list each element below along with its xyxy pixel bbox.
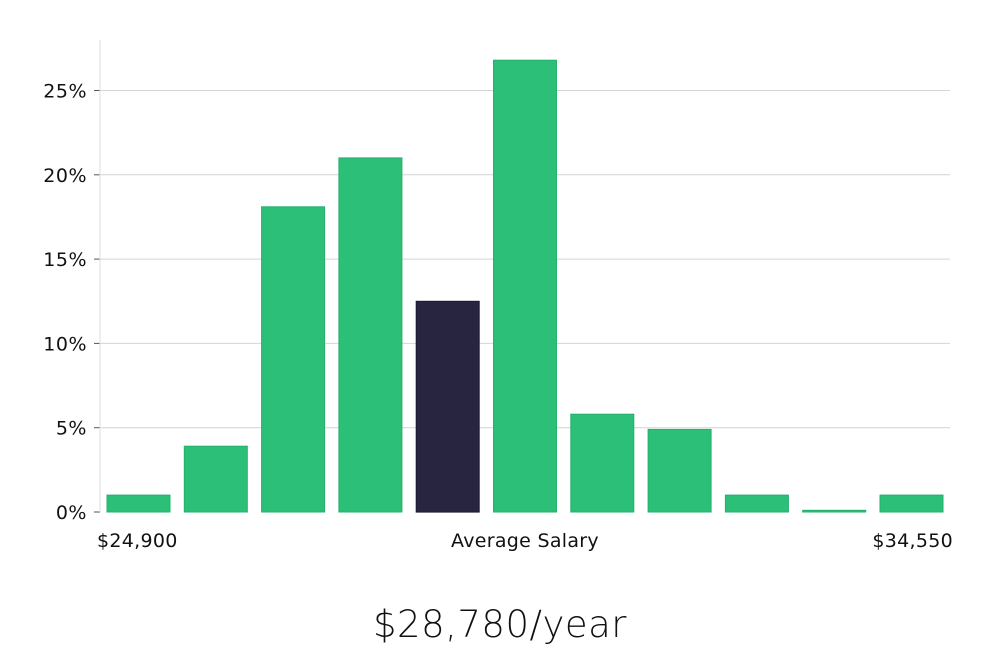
axes: [94, 40, 101, 513]
y-tick-label: 5%: [56, 418, 87, 440]
y-tick-label: 15%: [43, 249, 87, 271]
bar: [338, 157, 403, 513]
y-tick-label: 20%: [43, 165, 87, 187]
average-salary-value: $28,780/year: [372, 603, 627, 646]
bar: [493, 59, 557, 513]
bar: [183, 445, 248, 513]
y-tick-label: 0%: [56, 502, 87, 524]
bar: [106, 494, 171, 513]
bar: [802, 509, 867, 513]
y-tick-labels: 0% 5% 10% 15% 20% 25%: [43, 81, 87, 525]
bar: [724, 494, 789, 513]
x-min-label: $24,900: [97, 530, 178, 552]
bar: [261, 206, 326, 513]
y-tick-label: 10%: [43, 333, 87, 355]
bar: [647, 428, 712, 513]
x-max-label: $34,550: [872, 530, 953, 552]
bar: [879, 494, 944, 513]
x-axis-title: Average Salary: [451, 530, 599, 552]
y-tick-label: 25%: [43, 81, 87, 103]
bar: [570, 413, 635, 513]
bar-highlighted-average: [415, 300, 480, 513]
bars: [106, 59, 944, 513]
